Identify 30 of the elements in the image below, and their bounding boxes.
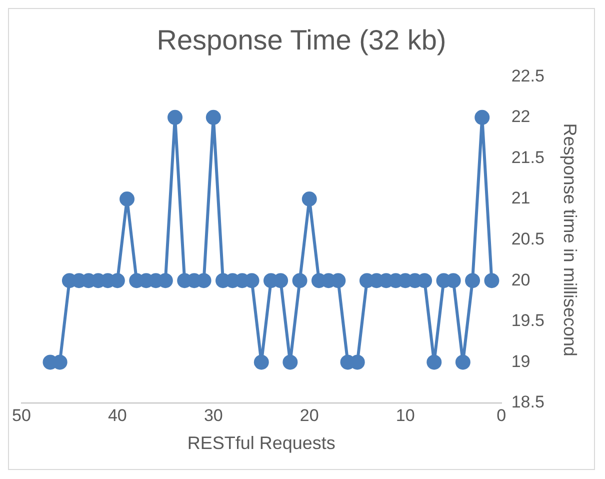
point <box>465 273 480 288</box>
point <box>254 354 269 370</box>
y-axis-title: Response time in millisecond <box>560 123 580 356</box>
y-tick-label: 20 <box>511 270 530 290</box>
x-axis-title: RESTful Requests <box>187 433 336 454</box>
x-tick-label: 50 <box>12 406 31 425</box>
y-tick-label: 20.5 <box>511 229 544 248</box>
y-tick-label: 22 <box>511 107 530 126</box>
chart-title: Response Time (32 kb) <box>156 24 446 56</box>
point <box>282 354 298 370</box>
x-tick-label: 30 <box>204 406 223 425</box>
x-tick-label: 10 <box>396 406 415 425</box>
y-tick-label: 19.5 <box>511 311 544 330</box>
point <box>168 110 183 125</box>
y-tick-label: 21.5 <box>511 148 544 167</box>
point <box>120 192 135 206</box>
y-tick-label: 19 <box>511 352 530 371</box>
point <box>455 354 470 370</box>
y-tick-label: 22.5 <box>511 66 544 86</box>
x-tick-label: 20 <box>300 406 319 425</box>
point <box>426 354 442 370</box>
point <box>302 192 317 206</box>
point <box>292 273 308 288</box>
x-tick-label: 40 <box>108 406 127 425</box>
x-tick-label: 0 <box>496 406 506 425</box>
y-tick-label: 21 <box>511 188 530 208</box>
point <box>206 110 221 125</box>
y-tick-label: 18.5 <box>511 392 544 412</box>
point <box>474 110 490 125</box>
point <box>484 273 500 288</box>
